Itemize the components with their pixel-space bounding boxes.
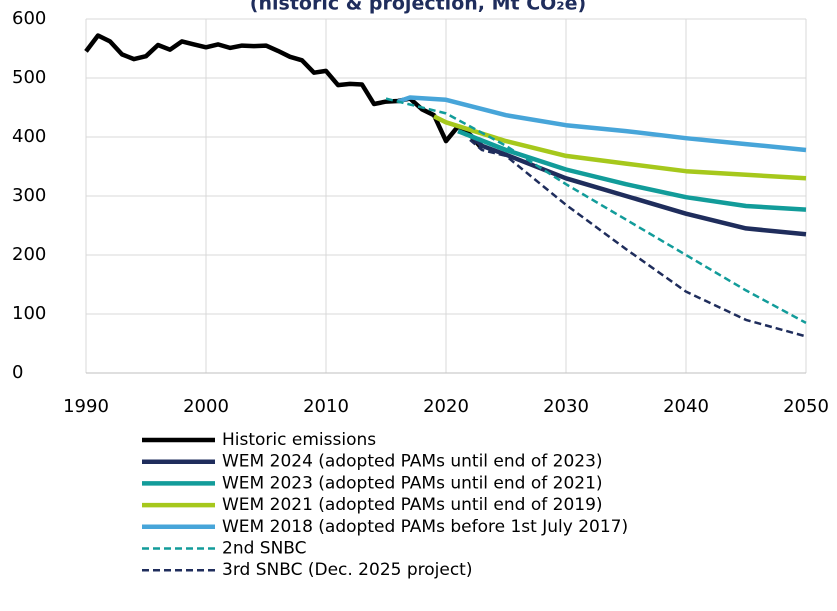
y-tick-label: 200 [12,244,46,265]
series-line [469,138,807,338]
x-tick-label: 2040 [663,396,709,417]
series-line [385,97,807,324]
y-tick-label: 500 [12,67,46,88]
legend-label: WEM 2018 (adopted PAMs before 1st July 2… [222,517,628,537]
x-tick-label: 1990 [63,396,109,417]
series-line [433,114,807,181]
x-tick-label: 2030 [543,396,589,417]
y-tick-label: 400 [12,126,46,147]
legend-label: 2nd SNBC [222,539,307,559]
series-line [84,33,484,151]
series-line [457,129,807,212]
x-tick-label: 2010 [303,396,349,417]
y-tick-label: 600 [12,8,46,29]
series-line [397,95,807,153]
legend-label: WEM 2023 (adopted PAMs until end of 2021… [222,473,603,493]
x-tick-label: 2000 [183,396,229,417]
legend-label: Historic emissions [222,430,376,450]
y-tick-label: 100 [12,303,46,324]
legend-label: WEM 2024 (adopted PAMs until end of 2023… [222,452,603,472]
series-line [468,132,807,237]
x-tick-label: 2020 [423,396,469,417]
x-tick-label: 2050 [783,396,829,417]
y-tick-label: 0 [12,362,23,383]
chart-title: (historic & projection, Mt CO₂e) [250,0,586,15]
y-tick-label: 300 [12,185,46,206]
legend-label: 3rd SNBC (Dec. 2025 project) [222,560,472,580]
legend-label: WEM 2021 (adopted PAMs until end of 2019… [222,495,603,515]
